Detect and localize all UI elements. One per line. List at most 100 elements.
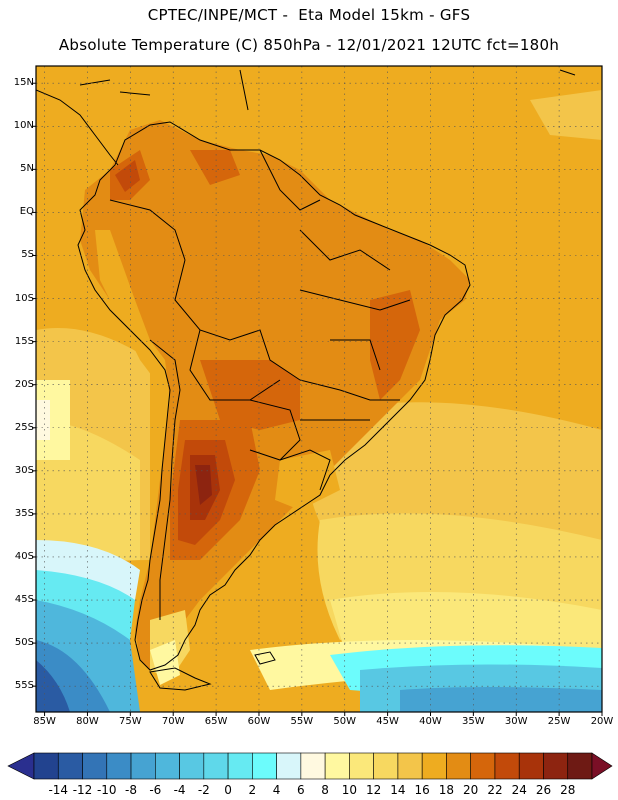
lat-tick-label: 25S — [14, 421, 34, 433]
border-brazil-west — [174, 259, 301, 381]
lat-tick-label: 15S — [14, 335, 34, 347]
colorbar-swatch — [203, 752, 229, 780]
hot-patch-ne-brazil — [370, 290, 420, 400]
colorbar-level-label: -14 — [48, 783, 69, 797]
map-title: CPTEC/INPE/MCT - Eta Model 15km - GFS — [147, 6, 471, 24]
field-ne — [420, 66, 602, 180]
border-bolivia — [189, 329, 281, 401]
colorbar-low-arrow — [7, 752, 35, 780]
lon-tick-label: 60W — [247, 716, 271, 727]
colorbar-level-label: 12 — [366, 783, 382, 797]
colorbar-swatch — [155, 752, 180, 780]
colorbar-swatch — [57, 752, 83, 780]
colorbar-swatch — [324, 752, 350, 780]
lat-tick-label: EQ — [19, 206, 34, 218]
colorbar-level-label: 20 — [463, 783, 479, 797]
field-ne-pale — [530, 90, 602, 140]
lat-tick-label: 15N — [13, 77, 34, 89]
colorbar-level-label: 26 — [535, 783, 552, 797]
colorbar-level-label: 2 — [248, 783, 257, 797]
caribbean-islands — [79, 69, 576, 111]
colorbar-high-arrow — [591, 752, 613, 780]
brazil-states — [299, 229, 411, 421]
colorbar-swatch — [82, 752, 108, 780]
grid-lines — [36, 66, 602, 712]
colorbar-level-label: 4 — [272, 783, 281, 797]
lat-tick-label: 10S — [14, 292, 34, 304]
border-peru-chile — [149, 339, 181, 620]
temperature-field — [36, 66, 602, 712]
border-paraguay — [249, 399, 301, 461]
colorbar-level-label: 10 — [341, 783, 358, 797]
colorbar-level-label: -10 — [96, 783, 117, 797]
colorbar-swatch — [349, 752, 374, 780]
hot-patch-venezuela — [190, 150, 240, 185]
colorbar-swatch — [446, 752, 471, 780]
tierra-del-fuego — [149, 667, 212, 691]
lat-tick-label: 10N — [13, 120, 34, 132]
lon-tick-label: 70W — [161, 716, 185, 727]
colorbar-level-label: 14 — [390, 783, 406, 797]
colorbar-swatch — [373, 752, 399, 780]
hot-patch-north-2 — [115, 160, 140, 192]
lat-tick-label: 55S — [14, 680, 34, 692]
colorbar-level-label: 6 — [297, 783, 305, 797]
lon-tick-label: 75W — [119, 716, 142, 727]
lat-tick-label: 50S — [14, 637, 34, 649]
colorbar-swatch — [518, 752, 544, 780]
colorbar-swatch — [494, 752, 520, 780]
lat-tick-label: 45S — [14, 594, 34, 606]
axis-ticks — [32, 82, 603, 716]
coastlines — [36, 69, 576, 691]
colorbar-swatch — [421, 752, 447, 780]
colorbar-level-label: 28 — [560, 783, 576, 797]
colorbar-level-label: -8 — [125, 783, 138, 797]
colorbar-level-label: 22 — [487, 783, 503, 797]
colorbar-level-label: 18 — [438, 783, 455, 797]
central-america — [36, 89, 119, 166]
colorbar-swatch — [567, 752, 593, 780]
border-colombia — [109, 199, 186, 261]
colorbar-swatch — [470, 752, 496, 780]
hot-patch-bolivia — [200, 360, 300, 430]
lat-tick-label: 5S — [21, 249, 34, 261]
lon-tick-label: 20W — [590, 716, 614, 727]
south-america-coast — [77, 121, 471, 671]
lon-tick-label: 65W — [204, 716, 228, 727]
lon-tick-label: 80W — [76, 716, 99, 727]
colorbar-swatch — [300, 752, 326, 780]
colorbar-level-label: -12 — [72, 783, 93, 797]
colorbar-swatch — [227, 752, 253, 780]
border-guianas — [259, 149, 321, 211]
colorbar-swatch — [106, 752, 132, 780]
lon-tick-label: 50W — [333, 716, 357, 727]
lon-tick-label: 40W — [419, 716, 442, 727]
lon-tick-label: 45W — [376, 716, 399, 727]
lat-tick-label: 35S — [14, 507, 34, 519]
colorbar-swatch — [130, 752, 156, 780]
colorbar-level-label: -2 — [197, 783, 210, 797]
colorbar-swatch — [543, 752, 569, 780]
lon-tick-label: 55W — [290, 716, 314, 727]
colorbar-swatch — [179, 752, 205, 780]
colorbar-swatch — [33, 752, 59, 780]
andes-ridge — [95, 230, 160, 380]
map-frame — [35, 65, 603, 713]
lon-tick-label: 25W — [547, 716, 571, 727]
lat-tick-label: 30S — [14, 464, 34, 476]
patagonia-cool-2 — [150, 640, 180, 685]
lon-tick-label: 30W — [504, 716, 528, 727]
lat-tick-label: 20S — [14, 378, 34, 390]
field-spac-paler — [36, 400, 50, 440]
border-argentina-brazil — [279, 449, 331, 491]
map-subtitle: Absolute Temperature (C) 850hPa - 12/01/… — [58, 36, 560, 54]
colorbar-level-label: 24 — [511, 783, 527, 797]
lon-tick-label: 35W — [462, 716, 485, 727]
lat-tick-label: 5N — [20, 163, 34, 175]
colorbar-swatch — [397, 752, 423, 780]
colorbar-level-label: 0 — [224, 783, 232, 797]
lon-tick-label: 85W — [33, 716, 56, 727]
lat-tick-label: 40S — [14, 550, 34, 562]
colorbar — [7, 752, 613, 780]
